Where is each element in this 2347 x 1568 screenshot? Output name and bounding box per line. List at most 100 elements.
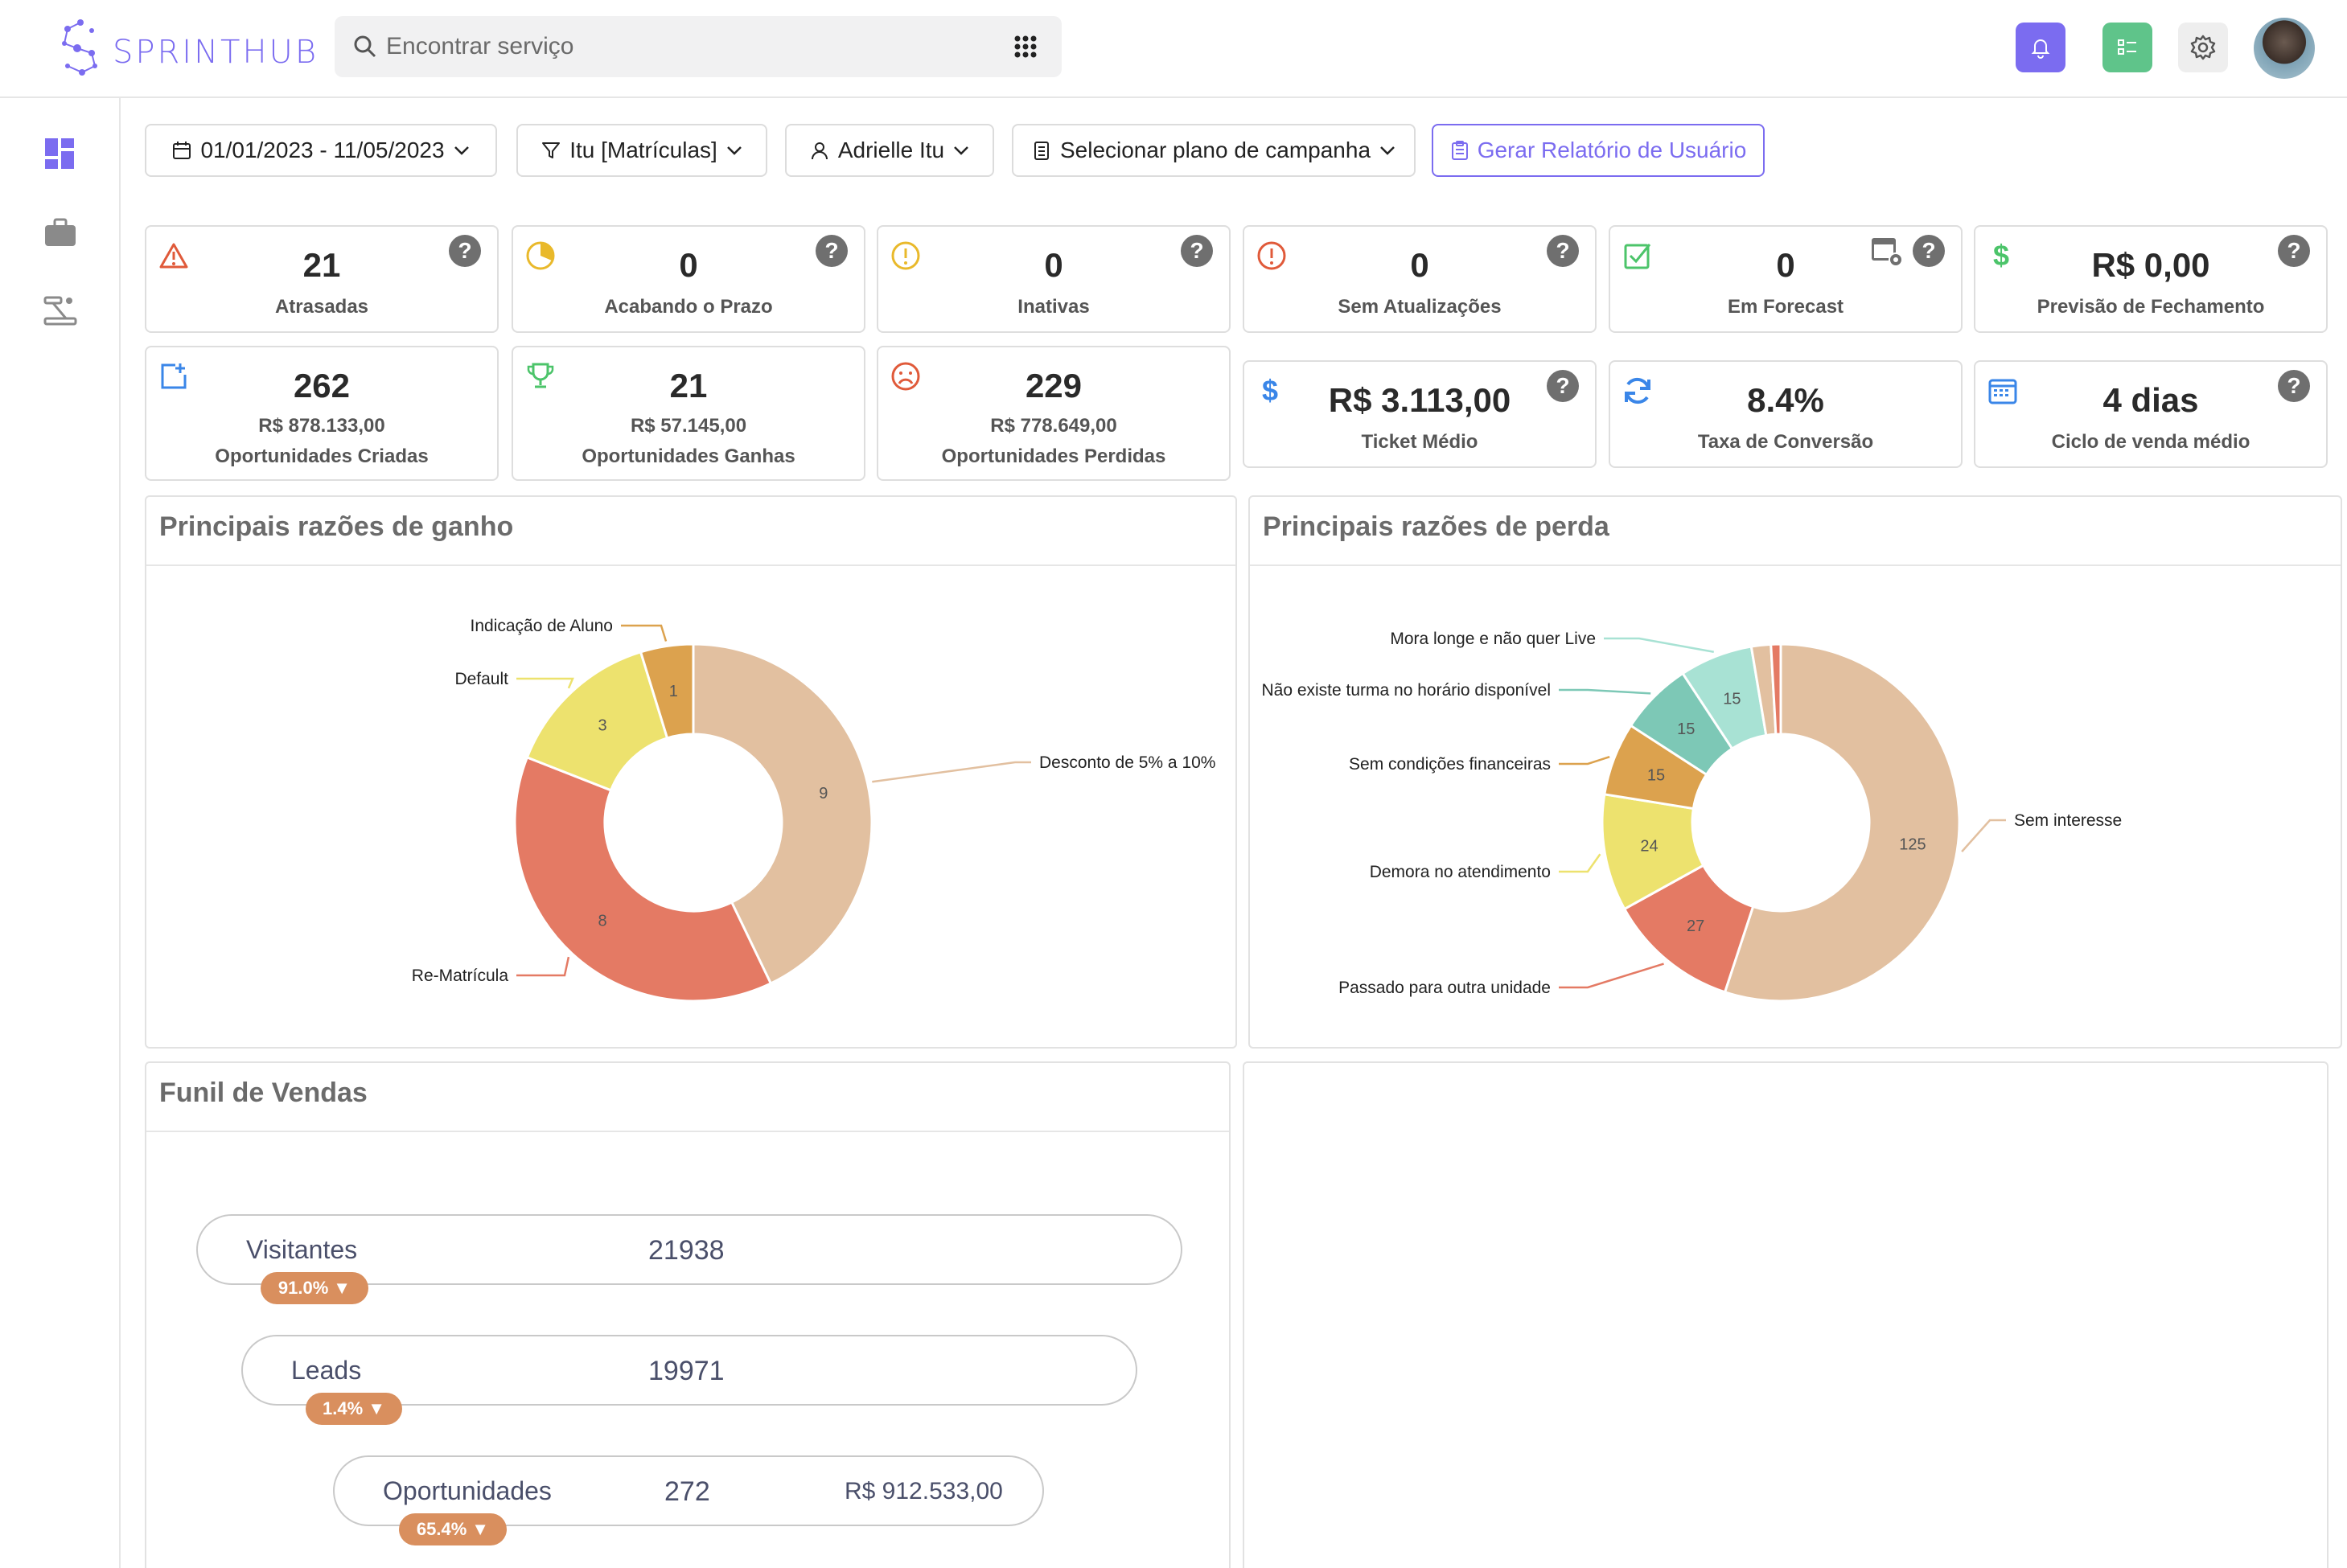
kpi-label: Taxa de Conversão [1697,431,1874,453]
logo-icon [62,19,97,76]
panel-divider [1250,564,2341,566]
donut-slice[interactable] [639,642,695,740]
panel-title: Principais razões de ganho [159,511,514,542]
donut-slice[interactable] [1769,642,1782,736]
tasks-button[interactable] [2102,23,2152,72]
bell-icon [2031,39,2050,59]
slice-value-label: 8 [598,913,607,930]
funnel-stage-value: 272 [664,1476,710,1507]
donut-slice[interactable] [513,755,773,1003]
pipeline-icon[interactable] [43,294,77,328]
generate-report-button[interactable]: Gerar Relatório de Usuário [1432,124,1765,177]
unit-filter[interactable]: Itu [Matrículas] [516,124,767,177]
kpi-card-previsao-fechamento[interactable]: $ R$ 0,00 Previsão de Fechamento ? [1974,225,2328,333]
help-icon[interactable]: ? [1913,235,1945,267]
chevron-down-icon [954,146,969,155]
briefcase-icon[interactable] [43,215,77,249]
calendar-icon [173,142,191,159]
search-input[interactable] [386,27,965,66]
label-leader-line [1604,637,1714,653]
help-icon[interactable]: ? [816,235,848,267]
kpi-card-atrasadas[interactable]: 21 Atrasadas ? [145,225,499,333]
kpi-card-acabando-prazo[interactable]: 0 Acabando o Prazo ? [512,225,865,333]
loss-reasons-donut-chart: 125 Sem interesse 27 Passado para outra uni… [1261,630,2122,1003]
kpi-value: 229 [1025,367,1083,404]
sales-funnel-panel: Funil de Vendas Visitantes 21938 91.0% ▼… [145,1061,1231,1568]
chevron-down-icon [1380,146,1395,155]
kpi-card-ciclo-venda[interactable]: 4 dias Ciclo de venda médio ? [1974,360,2328,468]
kpi-card-oportunidades-ganhas[interactable]: 21 R$ 57.145,00 Oportunidades Ganhas [512,346,865,481]
panel-title: Principais razões de perda [1263,511,1609,542]
category-label: Sem condições financeiras [1349,755,1551,774]
category-label: Não existe turma no horário disponível [1261,681,1551,700]
label-leader-line [872,761,1031,783]
date-range-label: 01/01/2023 - 11/05/2023 [200,138,445,162]
help-icon[interactable]: ? [2278,370,2310,402]
svg-text:$: $ [1262,375,1278,407]
help-icon[interactable]: ? [2278,235,2310,267]
help-icon[interactable]: ? [449,235,481,267]
clock-pie-icon [526,241,555,270]
kpi-label: Sem Atualizações [1338,296,1502,318]
panel-title: Funil de Vendas [159,1077,368,1108]
dashboard-icon[interactable] [43,137,77,170]
search-icon [354,35,376,58]
help-icon[interactable]: ? [1547,235,1579,267]
kpi-card-oportunidades-perdidas[interactable]: 229 R$ 778.649,00 Oportunidades Perdidas [877,346,1231,481]
checklist-icon [2118,39,2136,55]
generate-report-label: Gerar Relatório de Usuário [1477,138,1747,162]
label-leader-line [1961,819,2006,852]
kpi-label: Em Forecast [1727,296,1844,318]
user-filter[interactable]: Adrielle Itu [785,124,994,177]
user-avatar[interactable] [2254,18,2315,79]
apps-grid-icon[interactable] [1013,35,1038,59]
settings-button[interactable] [2178,23,2228,72]
kpi-card-sem-atualizacoes[interactable]: 0 Sem Atualizações ? [1243,225,1597,333]
user-filter-label: Adrielle Itu [837,138,945,162]
sad-face-icon [891,362,920,391]
kpi-card-taxa-conversao[interactable]: 8.4% Taxa de Conversão [1609,360,1963,468]
trophy-icon [527,363,554,388]
win-reasons-panel: Principais razões de ganho 9 Desconto de … [145,495,1237,1049]
loss-reasons-panel: Principais razões de perda 125 Sem intere… [1248,495,2342,1049]
funnel-conversion-badge: 65.4% ▼ [399,1513,507,1545]
refresh-icon [1625,377,1650,404]
funnel-stage-visitantes[interactable]: Visitantes 21938 [196,1214,1182,1285]
category-label: Re-Matrícula [412,967,509,985]
funnel-conversion-badge: 1.4% ▼ [306,1393,402,1425]
donut-slice[interactable] [692,642,873,986]
help-icon[interactable]: ? [1547,370,1579,402]
slice-value-label: 3 [598,716,607,734]
kpi-card-ticket-medio[interactable]: $ R$ 3.113,00 Ticket Médio ? [1243,360,1597,468]
label-leader-line [1559,756,1610,766]
app-logo[interactable]: SPRINTHUB [56,16,322,80]
add-square-icon [161,363,187,389]
kpi-label: Oportunidades Criadas [215,445,429,467]
chevron-down-icon [726,146,742,155]
donut-slice[interactable] [525,650,669,792]
category-label: Indicação de Aluno [471,617,613,635]
date-range-filter[interactable]: 01/01/2023 - 11/05/2023 [145,124,497,177]
notifications-button[interactable] [2016,23,2065,72]
kpi-value: 21 [302,246,341,284]
label-leader-line [1559,963,1664,989]
donut-slice[interactable] [1723,642,1961,1003]
kpi-card-oportunidades-criadas[interactable]: 262 R$ 878.133,00 Oportunidades Criadas [145,346,499,481]
kpi-label: Oportunidades Ganhas [582,445,795,467]
help-icon[interactable]: ? [1181,235,1213,267]
category-label: Sem interesse [2014,811,2122,830]
category-label: Passado para outra unidade [1338,979,1551,997]
campaign-plan-select[interactable]: Selecionar plano de campanha [1012,124,1416,177]
kpi-label: Atrasadas [274,296,369,318]
kpi-card-em-forecast[interactable]: 0 Em Forecast ? [1609,225,1963,333]
calendar-settings-icon[interactable] [1869,233,1905,269]
search-bar[interactable] [335,16,1062,77]
kpi-label: Previsão de Fechamento [2037,296,2265,318]
kpi-card-inativas[interactable]: 0 Inativas ? [877,225,1231,333]
clipboard-icon [1451,141,1468,160]
kpi-value: 0 [679,246,698,284]
top-bar: SPRINTHUB [0,0,2347,98]
panel-divider [146,1131,1229,1132]
funnel-stage-value: 21938 [648,1235,725,1266]
sidebar [0,98,121,1568]
